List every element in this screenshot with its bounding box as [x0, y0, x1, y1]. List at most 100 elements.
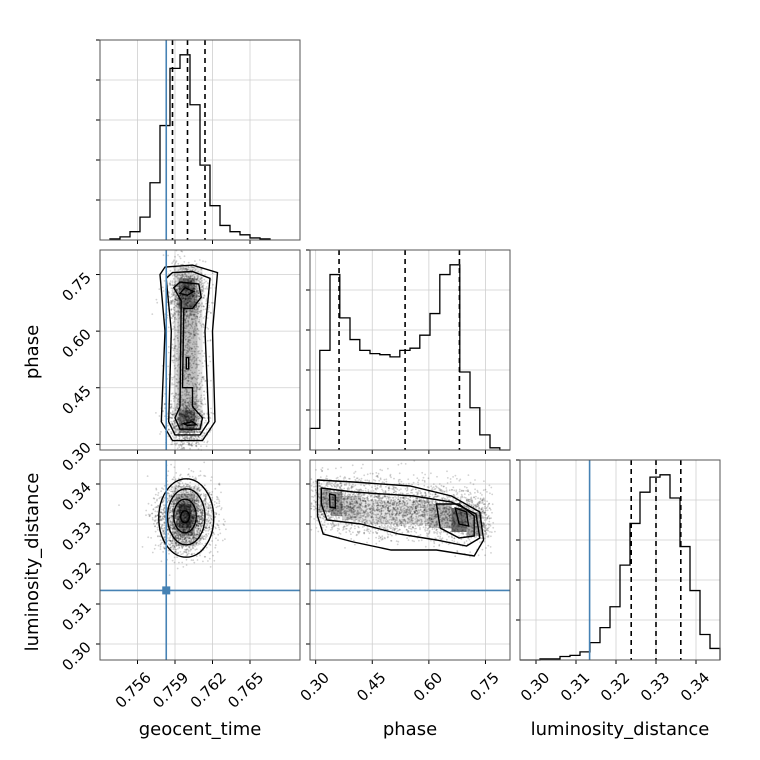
sample-point	[181, 413, 184, 416]
sample-point	[189, 304, 192, 307]
sample-point	[195, 444, 197, 447]
sample-point	[168, 351, 170, 354]
sample-point	[186, 279, 189, 281]
sample-point	[200, 286, 203, 288]
sample-point	[203, 281, 206, 284]
sample-point	[185, 419, 188, 422]
sample-point	[202, 296, 205, 299]
sample-point	[160, 543, 162, 545]
sample-point	[186, 401, 189, 404]
sample-point	[170, 302, 173, 305]
sample-point	[207, 560, 209, 562]
sample-point	[207, 328, 210, 330]
sample-point	[179, 268, 182, 271]
sample-point	[207, 364, 210, 367]
sample-point	[188, 298, 191, 300]
sample-point	[179, 422, 182, 425]
sample-point	[224, 520, 226, 523]
sample-point	[189, 306, 192, 309]
x-tick-label-luminosity_distance: 0.34	[677, 669, 713, 705]
sample-point	[153, 522, 155, 525]
sample-point	[195, 315, 198, 318]
sample-point	[172, 413, 175, 415]
sample-point	[171, 411, 174, 414]
sample-point	[187, 397, 190, 400]
sample-point	[172, 308, 175, 310]
sample-point	[202, 288, 205, 290]
sample-point	[195, 311, 197, 314]
sample-point	[188, 329, 190, 332]
sample-point	[198, 338, 201, 341]
sample-point	[182, 429, 185, 432]
sample-point	[210, 527, 213, 530]
sample-point	[193, 325, 196, 328]
sample-point	[195, 309, 197, 311]
sample-point	[191, 347, 194, 350]
sample-point	[202, 324, 205, 327]
sample-point	[190, 429, 193, 432]
x-tick-label-luminosity_distance: 0.30	[517, 669, 553, 705]
sample-point	[163, 547, 166, 550]
sample-point	[181, 435, 184, 438]
sample-point	[203, 461, 206, 464]
sample-point	[178, 418, 181, 421]
sample-point	[192, 418, 195, 421]
sample-point	[167, 470, 170, 473]
sample-point	[174, 367, 176, 370]
sample-point	[207, 517, 210, 519]
sample-point	[198, 515, 201, 518]
sample-point	[167, 424, 169, 427]
sample-point	[201, 543, 203, 545]
sample-point	[158, 497, 161, 500]
sample-point	[171, 262, 174, 265]
sample-point	[173, 443, 176, 445]
sample-point	[180, 421, 183, 424]
sample-point	[186, 411, 188, 414]
sample-point	[183, 285, 185, 287]
sample-point	[147, 502, 150, 505]
sample-point	[208, 304, 210, 307]
sample-point	[189, 419, 192, 421]
sample-point	[198, 305, 201, 308]
sample-point	[156, 526, 159, 529]
sample-point	[154, 514, 157, 517]
sample-point	[169, 296, 172, 299]
sample-point	[195, 278, 198, 281]
sample-point	[190, 559, 193, 561]
sample-point	[178, 561, 180, 564]
sample-point	[192, 414, 194, 416]
sample-point	[173, 422, 176, 425]
sample-point	[209, 417, 212, 419]
sample-point	[192, 288, 195, 291]
sample-point	[156, 528, 159, 531]
sample-point	[185, 407, 188, 410]
sample-point	[171, 283, 174, 286]
sample-point	[178, 287, 181, 290]
sample-point	[185, 431, 188, 434]
sample-point	[190, 416, 193, 418]
sample-point	[192, 287, 195, 289]
sample-point	[215, 537, 217, 540]
sample-point	[196, 277, 199, 280]
sample-point	[184, 275, 187, 277]
sample-point	[185, 284, 188, 287]
sample-point	[189, 341, 192, 344]
sample-point	[199, 530, 202, 532]
sample-point	[181, 413, 184, 416]
sample-point	[162, 290, 165, 292]
sample-point	[197, 290, 200, 292]
sample-point	[188, 423, 191, 425]
sample-point	[178, 314, 181, 316]
sample-point	[185, 406, 188, 408]
sample-point	[210, 312, 212, 314]
sample-point	[173, 326, 176, 329]
sample-point	[190, 280, 192, 282]
sample-point	[158, 288, 161, 290]
sample-point	[181, 298, 184, 301]
sample-point	[192, 321, 195, 323]
sample-point	[191, 294, 194, 297]
sample-point	[194, 402, 197, 405]
sample-point	[193, 309, 196, 311]
sample-point	[170, 431, 172, 433]
sample-point	[206, 440, 209, 443]
